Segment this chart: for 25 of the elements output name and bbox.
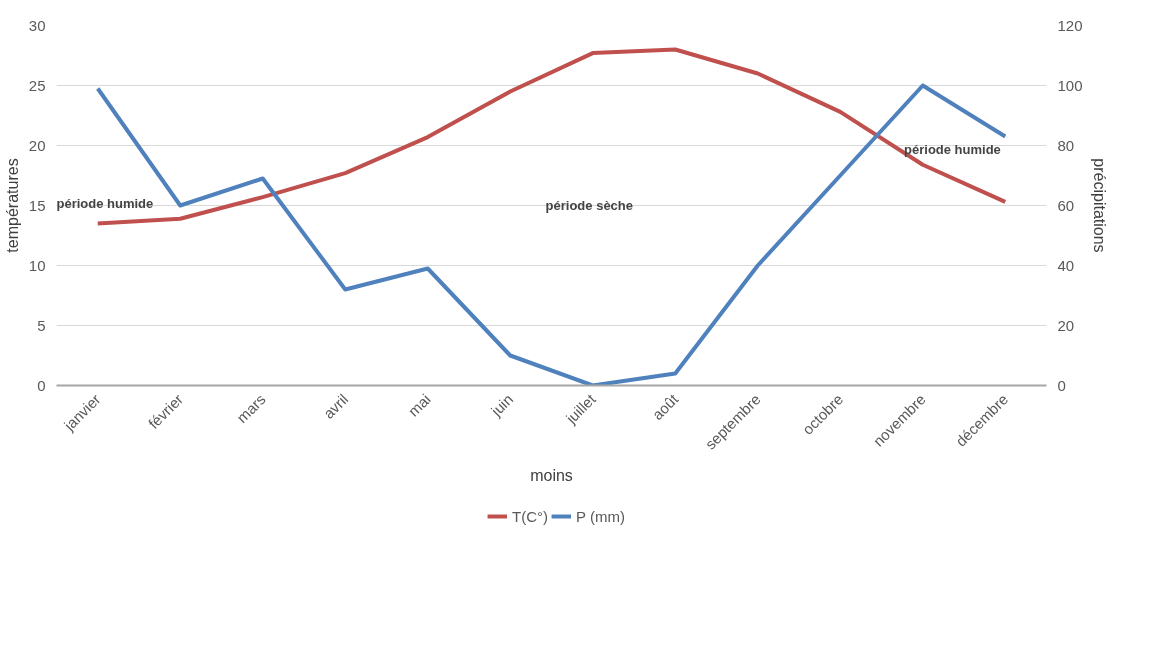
y2-tick-label: 80 [1057, 136, 1075, 154]
y-tick-label: 0 [37, 376, 46, 394]
annotation: période humide [904, 142, 1001, 158]
y-tick-label: 30 [28, 16, 46, 34]
annotation: période humide [56, 196, 154, 212]
y-tick-label: 10 [28, 256, 46, 274]
y2-tick-label: 120 [1057, 16, 1083, 34]
legend-label: T(C°) [512, 507, 549, 525]
y2-tick-label: 60 [1057, 196, 1075, 214]
x-tick-label: mai [404, 390, 434, 420]
y2-tick-label: 0 [1057, 376, 1066, 394]
y2-tick-label: 20 [1057, 316, 1075, 334]
legend-label: P (mm) [576, 507, 625, 525]
y2-axis-title: précipitations [1090, 158, 1108, 253]
y-tick-label: 5 [37, 316, 46, 334]
y-tick-label: 15 [28, 196, 46, 214]
annotation: période sèche [545, 198, 634, 213]
x-tick-label: juin [487, 390, 517, 420]
y-axis-title: températures [3, 158, 21, 253]
y-tick-label: 20 [28, 136, 46, 154]
y2-tick-label: 100 [1057, 76, 1083, 94]
y2-tick-label: 40 [1057, 256, 1075, 274]
x-axis-title: moins [530, 466, 573, 484]
y-tick-label: 25 [28, 76, 46, 94]
x-tick-label: août [648, 389, 682, 424]
